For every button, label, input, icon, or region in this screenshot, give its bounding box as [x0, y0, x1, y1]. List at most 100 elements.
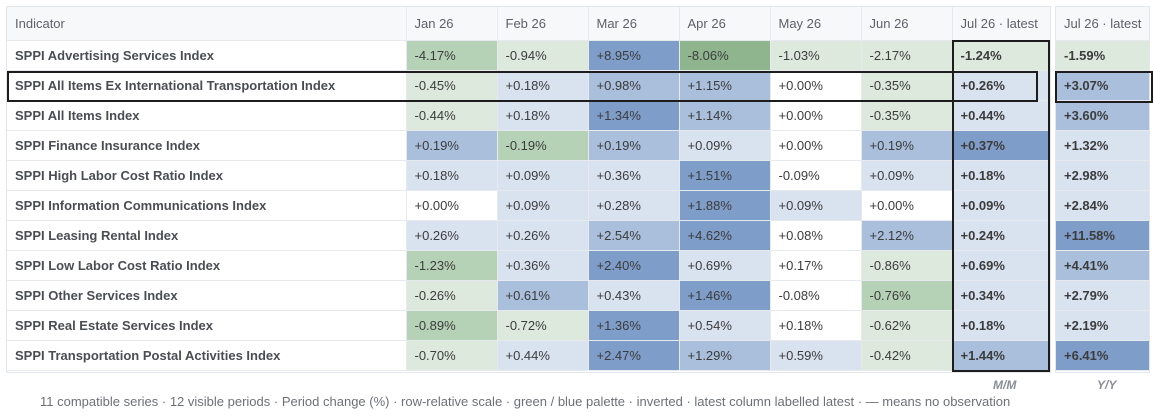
indicator-name[interactable]: SPPI Advertising Services Index	[7, 40, 407, 71]
value-cell[interactable]: +0.00%	[770, 100, 862, 131]
header-feb[interactable]: Feb 26	[497, 7, 589, 41]
value-cell[interactable]: +2.40%	[588, 250, 680, 281]
latest-value-cell[interactable]: +0.69%	[952, 250, 1050, 281]
value-cell[interactable]: -0.44%	[406, 100, 498, 131]
value-cell[interactable]: -0.86%	[861, 250, 953, 281]
table-row[interactable]: SPPI High Labor Cost Ratio Index +0.18% +0…	[7, 160, 1050, 191]
value-cell[interactable]: +2.47%	[588, 340, 680, 371]
value-cell[interactable]: +0.26%	[497, 220, 589, 251]
value-cell[interactable]: +1.88%	[679, 190, 771, 221]
value-cell[interactable]: +0.19%	[588, 130, 680, 161]
value-cell[interactable]: -8.06%	[679, 40, 771, 71]
yy-value-cell[interactable]: +1.32%	[1056, 130, 1149, 161]
indicator-name[interactable]: SPPI Low Labor Cost Ratio Index	[7, 250, 407, 281]
value-cell[interactable]: +0.19%	[406, 130, 498, 161]
value-cell[interactable]: -1.23%	[406, 250, 498, 281]
indicator-name[interactable]: SPPI High Labor Cost Ratio Index	[7, 160, 407, 191]
value-cell[interactable]: +4.62%	[679, 220, 771, 251]
yy-value-cell[interactable]: +2.19%	[1056, 310, 1149, 341]
value-cell[interactable]: +0.69%	[679, 250, 771, 281]
value-cell[interactable]: -0.62%	[861, 310, 953, 341]
header-jun[interactable]: Jun 26	[861, 7, 953, 41]
latest-value-cell[interactable]: +0.18%	[952, 160, 1050, 191]
table-row[interactable]: SPPI Finance Insurance Index +0.19% -0.19%…	[7, 130, 1050, 161]
value-cell[interactable]: +1.46%	[679, 280, 771, 311]
yy-value-cell[interactable]: +11.58%	[1056, 220, 1149, 251]
value-cell[interactable]: +1.34%	[588, 100, 680, 131]
value-cell[interactable]: -0.26%	[406, 280, 498, 311]
table-row[interactable]: SPPI Advertising Services Index -4.17% -0.…	[7, 40, 1050, 71]
value-cell[interactable]: +0.08%	[770, 220, 862, 251]
value-cell[interactable]: -0.19%	[497, 130, 589, 161]
table-row[interactable]: SPPI Leasing Rental Index +0.26% +0.26% +2.…	[7, 220, 1050, 251]
value-cell[interactable]: +1.15%	[679, 70, 771, 101]
latest-value-cell[interactable]: -1.24%	[952, 40, 1050, 71]
value-cell[interactable]: -4.17%	[406, 40, 498, 71]
yy-value-cell[interactable]: +3.60%	[1056, 100, 1149, 131]
value-cell[interactable]: +0.36%	[497, 250, 589, 281]
value-cell[interactable]: -1.03%	[770, 40, 862, 71]
value-cell[interactable]: -0.72%	[497, 310, 589, 341]
value-cell[interactable]: +0.00%	[770, 130, 862, 161]
value-cell[interactable]: +0.59%	[770, 340, 862, 371]
value-cell[interactable]: -0.42%	[861, 340, 953, 371]
indicator-name[interactable]: SPPI Finance Insurance Index	[7, 130, 407, 161]
value-cell[interactable]: +0.09%	[497, 190, 589, 221]
value-cell[interactable]: -0.76%	[861, 280, 953, 311]
table-row[interactable]: SPPI Low Labor Cost Ratio Index -1.23% +0.…	[7, 250, 1050, 281]
header-may[interactable]: May 26	[770, 7, 862, 41]
value-cell[interactable]: +0.61%	[497, 280, 589, 311]
table-row[interactable]: SPPI Other Services Index -0.26% +0.61% +0.…	[7, 280, 1050, 311]
table-row[interactable]: SPPI All Items Ex International Transpor…	[7, 70, 1050, 101]
header-jan[interactable]: Jan 26	[406, 7, 498, 41]
value-cell[interactable]: +2.54%	[588, 220, 680, 251]
value-cell[interactable]: -0.09%	[770, 160, 862, 191]
value-cell[interactable]: +1.51%	[679, 160, 771, 191]
header-jul-latest[interactable]: Jul 26 · latest	[952, 7, 1050, 41]
yy-value-cell[interactable]: +2.84%	[1056, 190, 1149, 221]
value-cell[interactable]: +0.17%	[770, 250, 862, 281]
value-cell[interactable]: +0.09%	[679, 130, 771, 161]
indicator-name[interactable]: SPPI All Items Ex International Transpor…	[7, 70, 407, 101]
table-row[interactable]: SPPI Real Estate Services Index -0.89% -0.…	[7, 310, 1050, 341]
value-cell[interactable]: +0.26%	[406, 220, 498, 251]
latest-value-cell[interactable]: +0.18%	[952, 310, 1050, 341]
latest-value-cell[interactable]: +0.09%	[952, 190, 1050, 221]
table-row[interactable]: +4.41%	[1056, 250, 1149, 281]
table-row[interactable]: +2.84%	[1056, 190, 1149, 221]
header-mar[interactable]: Mar 26	[588, 7, 680, 41]
value-cell[interactable]: +8.95%	[588, 40, 680, 71]
value-cell[interactable]: -0.35%	[861, 100, 953, 131]
value-cell[interactable]: -0.70%	[406, 340, 498, 371]
table-row[interactable]: SPPI Information Communications Index +0.…	[7, 190, 1050, 221]
value-cell[interactable]: +0.18%	[406, 160, 498, 191]
value-cell[interactable]: -0.94%	[497, 40, 589, 71]
yy-value-cell[interactable]: +3.07%	[1056, 70, 1149, 101]
latest-value-cell[interactable]: +0.24%	[952, 220, 1050, 251]
table-row[interactable]: +6.41%	[1056, 340, 1149, 371]
value-cell[interactable]: +0.00%	[861, 190, 953, 221]
latest-value-cell[interactable]: +1.44%	[952, 340, 1050, 371]
indicator-name[interactable]: SPPI Leasing Rental Index	[7, 220, 407, 251]
value-cell[interactable]: +1.29%	[679, 340, 771, 371]
yy-value-cell[interactable]: +2.98%	[1056, 160, 1149, 191]
value-cell[interactable]: +0.28%	[588, 190, 680, 221]
value-cell[interactable]: +0.18%	[497, 100, 589, 131]
value-cell[interactable]: +0.09%	[497, 160, 589, 191]
yy-header-jul-latest[interactable]: Jul 26 · latest	[1056, 7, 1149, 41]
indicator-name[interactable]: SPPI Transportation Postal Activities In…	[7, 340, 407, 371]
yy-value-cell[interactable]: +6.41%	[1056, 340, 1149, 371]
table-row[interactable]: SPPI Transportation Postal Activities In…	[7, 340, 1050, 371]
latest-value-cell[interactable]: +0.34%	[952, 280, 1050, 311]
yy-value-cell[interactable]: -1.59%	[1056, 40, 1149, 71]
value-cell[interactable]: -0.45%	[406, 70, 498, 101]
value-cell[interactable]: +0.09%	[770, 190, 862, 221]
latest-value-cell[interactable]: +0.37%	[952, 130, 1050, 161]
value-cell[interactable]: +0.54%	[679, 310, 771, 341]
table-row[interactable]: +3.60%	[1056, 100, 1149, 131]
value-cell[interactable]: +0.19%	[861, 130, 953, 161]
value-cell[interactable]: -0.89%	[406, 310, 498, 341]
value-cell[interactable]: +0.00%	[406, 190, 498, 221]
table-row[interactable]: +2.98%	[1056, 160, 1149, 191]
header-indicator[interactable]: Indicator	[7, 7, 407, 41]
